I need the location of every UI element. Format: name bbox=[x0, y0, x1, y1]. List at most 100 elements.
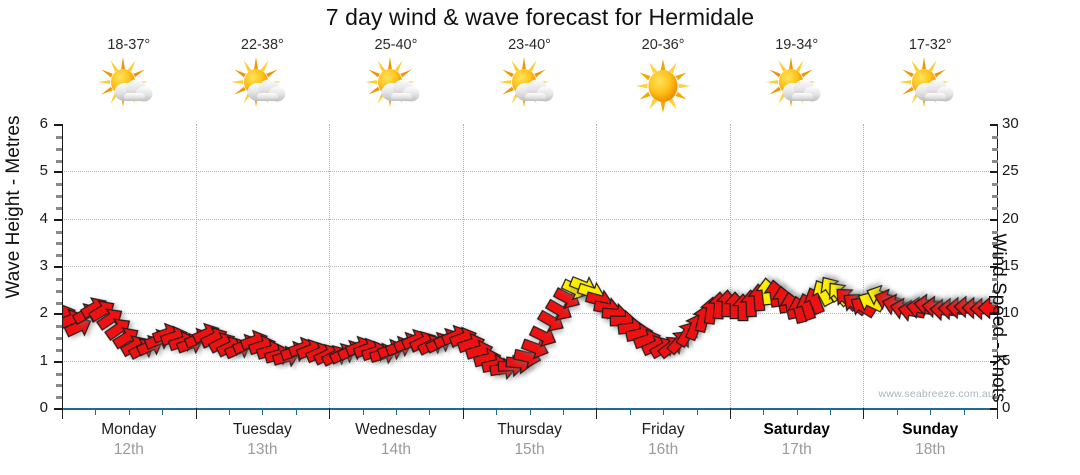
x-axis-tick bbox=[262, 408, 264, 415]
right-axis-minor-tick bbox=[992, 147, 998, 151]
x-axis-day-tick bbox=[329, 408, 331, 419]
left-axis-tick bbox=[54, 360, 62, 363]
left-axis-tick-label: 1 bbox=[39, 351, 48, 369]
right-axis-tick bbox=[990, 124, 998, 126]
right-axis-minor-tick bbox=[992, 384, 998, 388]
right-axis-tick-label: 30 bbox=[1002, 115, 1019, 132]
x-axis-tick bbox=[395, 408, 397, 415]
left-axis-tick bbox=[54, 218, 62, 221]
day-header-friday: 20-36° bbox=[596, 36, 730, 120]
right-axis-minor-tick bbox=[992, 348, 998, 352]
day-separator bbox=[462, 124, 464, 408]
x-axis-tick bbox=[629, 408, 631, 415]
x-axis-tick bbox=[429, 408, 431, 415]
day-header-thursday: 23-40° bbox=[463, 36, 597, 120]
left-axis-tick-label: 0 bbox=[39, 399, 48, 416]
day-header-strip: 18-37° 22-38° 25-40° 23-40° 20-36° 19-34° 17-3… bbox=[62, 36, 997, 120]
partly-cloudy-icon bbox=[97, 56, 160, 114]
x-axis-tick bbox=[963, 408, 965, 415]
left-axis-tick bbox=[54, 171, 62, 174]
left-axis-minor-tick bbox=[56, 396, 62, 400]
day-label-saturday: Saturday 17th bbox=[730, 420, 864, 460]
day-label-friday: Friday 16th bbox=[596, 420, 730, 460]
day-date: 14th bbox=[380, 441, 412, 458]
right-axis-tick bbox=[990, 218, 998, 221]
sunny-icon bbox=[632, 56, 694, 114]
day-name: Sunday bbox=[902, 421, 959, 438]
right-axis-tick-label: 0 bbox=[1002, 399, 1011, 416]
right-axis-tick bbox=[990, 408, 998, 410]
left-axis-minor-tick bbox=[56, 337, 62, 340]
day-header-sunday: 17-32° bbox=[863, 36, 997, 120]
watermark: www.seabreeze.com.au bbox=[878, 388, 994, 400]
x-axis-tick bbox=[162, 408, 164, 415]
left-axis-tick-label: 4 bbox=[39, 209, 48, 227]
x-axis-day-tick bbox=[596, 408, 598, 419]
left-axis-minor-tick bbox=[56, 159, 62, 163]
sunny-icon bbox=[636, 59, 691, 113]
left-axis-minor-tick bbox=[56, 183, 62, 187]
right-axis-minor-tick bbox=[992, 254, 998, 258]
right-axis-minor-tick bbox=[992, 277, 998, 281]
x-axis-tick bbox=[930, 408, 932, 415]
gridline-y bbox=[62, 313, 997, 315]
day-label-thursday: Thursday 15th bbox=[463, 420, 597, 460]
right-axis-title: Wind Speed - Knots bbox=[988, 233, 1009, 403]
x-axis-tick bbox=[362, 408, 364, 415]
right-axis-minor-tick bbox=[992, 159, 998, 163]
x-axis-day-tick bbox=[62, 408, 63, 419]
partly-cloudy-icon bbox=[498, 56, 561, 114]
day-date: 17th bbox=[781, 441, 812, 458]
x-axis-tick bbox=[696, 408, 698, 415]
x-axis-day-tick bbox=[195, 408, 197, 419]
day-header-tuesday: 22-38° bbox=[196, 36, 330, 120]
left-axis-minor-tick bbox=[56, 372, 62, 376]
x-axis-day-tick bbox=[729, 408, 731, 419]
day-label-sunday: Sunday 18th bbox=[863, 420, 997, 460]
temp-range: 23-40° bbox=[508, 37, 551, 53]
left-axis-minor-tick bbox=[56, 230, 62, 234]
right-axis-minor-tick bbox=[992, 289, 998, 293]
right-axis-minor-tick bbox=[992, 206, 998, 210]
day-footer-strip: Monday 12th Tuesday 13th Wednesday 14th Thursd… bbox=[62, 420, 997, 460]
right-axis-minor-tick bbox=[992, 372, 998, 376]
day-separator bbox=[729, 124, 731, 408]
right-axis-tick-label: 20 bbox=[1002, 209, 1019, 227]
day-header-saturday: 19-34° bbox=[730, 36, 864, 120]
right-axis-tick-label: 15 bbox=[1002, 257, 1019, 274]
x-axis-tick bbox=[663, 408, 665, 415]
day-header-monday: 18-37° bbox=[62, 36, 196, 120]
right-axis-tick-label: 10 bbox=[1002, 304, 1019, 322]
left-axis-line bbox=[62, 124, 63, 408]
partly-cloudy-icon bbox=[231, 57, 286, 107]
x-axis-tick bbox=[128, 408, 130, 415]
temp-range: 17-32° bbox=[908, 37, 952, 53]
gridline-y bbox=[62, 266, 997, 267]
right-axis-minor-tick bbox=[992, 396, 998, 400]
left-axis-tick bbox=[54, 408, 62, 410]
right-axis-minor-tick bbox=[992, 337, 998, 340]
x-axis-tick bbox=[496, 408, 498, 415]
partly-cloudy-icon bbox=[97, 57, 153, 107]
right-axis-tick-label: 25 bbox=[1002, 162, 1019, 180]
left-axis-tick-label: 2 bbox=[39, 304, 48, 322]
left-axis-minor-tick bbox=[56, 384, 62, 388]
day-date: 12th bbox=[113, 441, 144, 458]
x-axis-tick bbox=[763, 408, 765, 415]
partly-cloudy-icon bbox=[364, 56, 427, 114]
temp-range: 19-34° bbox=[775, 37, 819, 53]
day-date: 16th bbox=[648, 441, 679, 458]
left-axis-minor-tick bbox=[56, 301, 62, 305]
gridline-y bbox=[62, 218, 997, 220]
right-axis-tick bbox=[990, 171, 998, 174]
partly-cloudy-icon bbox=[364, 57, 420, 107]
right-axis-minor-tick bbox=[992, 183, 998, 187]
right-axis-minor-tick bbox=[992, 301, 998, 305]
left-axis-tick-label: 5 bbox=[39, 162, 48, 180]
wind-arrow-layer bbox=[62, 124, 997, 408]
x-axis-tick bbox=[562, 408, 564, 415]
temp-range: 25-40° bbox=[374, 37, 418, 53]
x-axis-tick bbox=[896, 408, 898, 415]
day-date: 13th bbox=[247, 441, 278, 458]
